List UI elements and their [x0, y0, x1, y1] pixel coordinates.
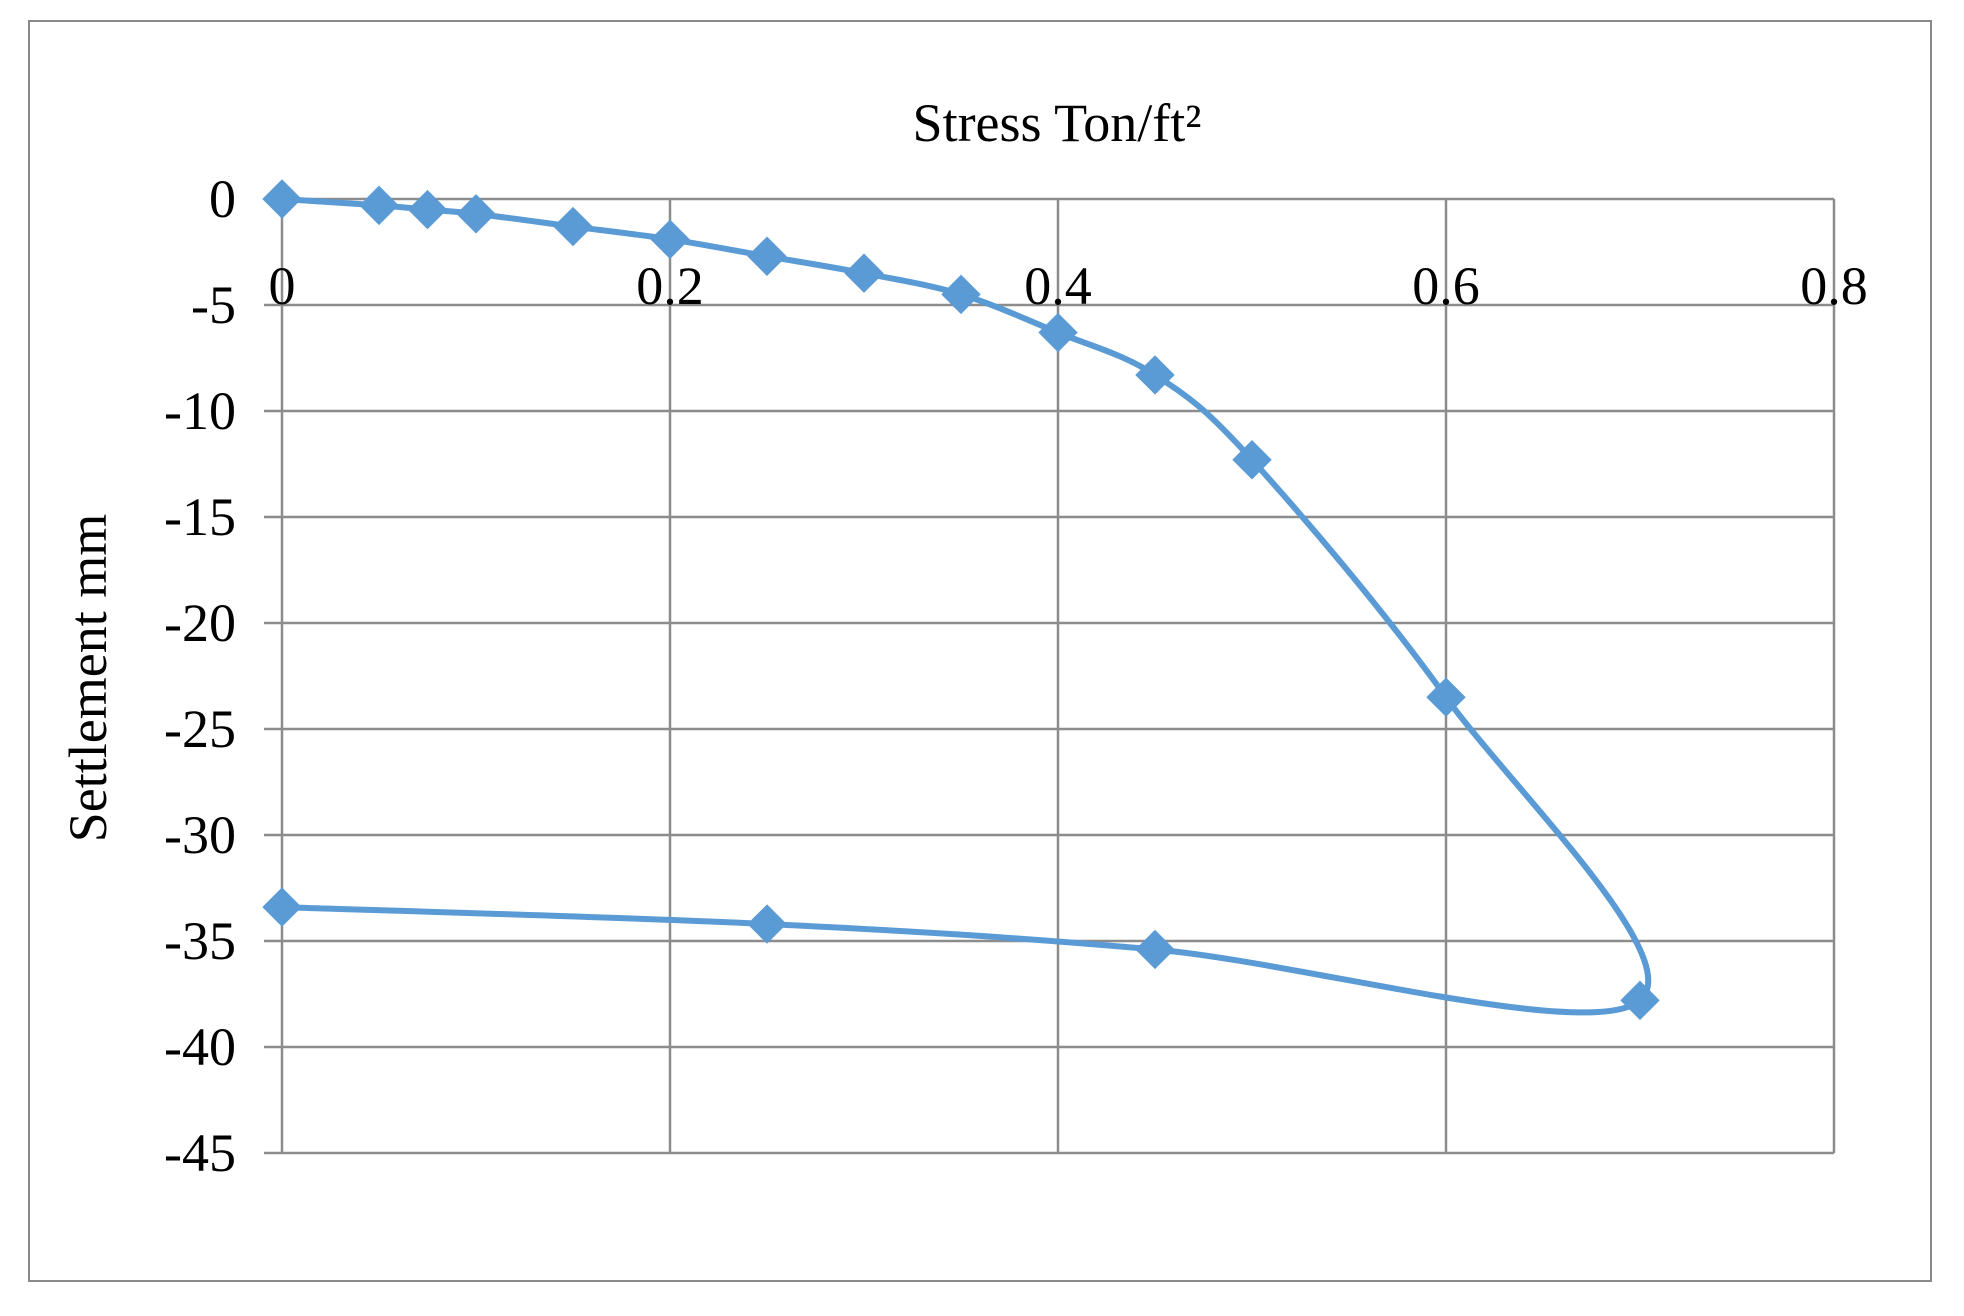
series-layer	[262, 179, 1660, 1021]
y-tick-label: -25	[164, 699, 236, 759]
y-tick-label: -45	[164, 1123, 236, 1183]
y-tick-label: -10	[164, 381, 236, 441]
y-tick-label: -30	[164, 805, 236, 865]
tick-labels: 0 -5 -10 -15 -20 -25 -30 -35 -40 -45 0 0.2 0.4 0.6 0.8	[164, 169, 1868, 1183]
grid	[264, 197, 1836, 1155]
data-point-marker	[1135, 355, 1175, 395]
data-point-marker	[456, 194, 496, 234]
data-point-marker	[262, 179, 302, 219]
data-point-marker	[262, 887, 302, 927]
data-point-marker	[553, 206, 593, 247]
data-point-marker	[1232, 440, 1272, 480]
chart-title: Stress Ton/ft²	[913, 93, 1202, 153]
y-tick-label: -35	[164, 911, 236, 971]
data-point-marker	[1426, 677, 1466, 717]
series-line	[279, 196, 1651, 1016]
data-point-marker	[1135, 929, 1175, 970]
data-point-marker	[844, 253, 884, 293]
data-point-marker	[747, 236, 787, 276]
y-tick-label: 0	[209, 169, 236, 229]
data-point-marker	[941, 274, 981, 315]
y-tick-label: -15	[164, 487, 236, 547]
data-point-marker	[407, 189, 448, 230]
x-tick-label: 0.2	[636, 256, 704, 316]
data-point-marker	[1620, 980, 1660, 1021]
data-point-marker	[747, 904, 787, 944]
y-tick-label: -40	[164, 1017, 236, 1077]
data-point-marker	[650, 219, 690, 259]
chart-frame	[28, 20, 1932, 1282]
data-point-marker	[1038, 312, 1078, 353]
y-axis-title: Settlement mm	[58, 514, 118, 842]
x-tick-label: 0.8	[1800, 256, 1868, 316]
x-tick-label: 0	[269, 256, 296, 316]
y-tick-label: -5	[191, 275, 236, 335]
data-point-marker	[359, 185, 399, 226]
y-tick-label: -20	[164, 593, 236, 653]
x-tick-label: 0.6	[1412, 256, 1480, 316]
x-tick-label: 0.4	[1024, 256, 1092, 316]
